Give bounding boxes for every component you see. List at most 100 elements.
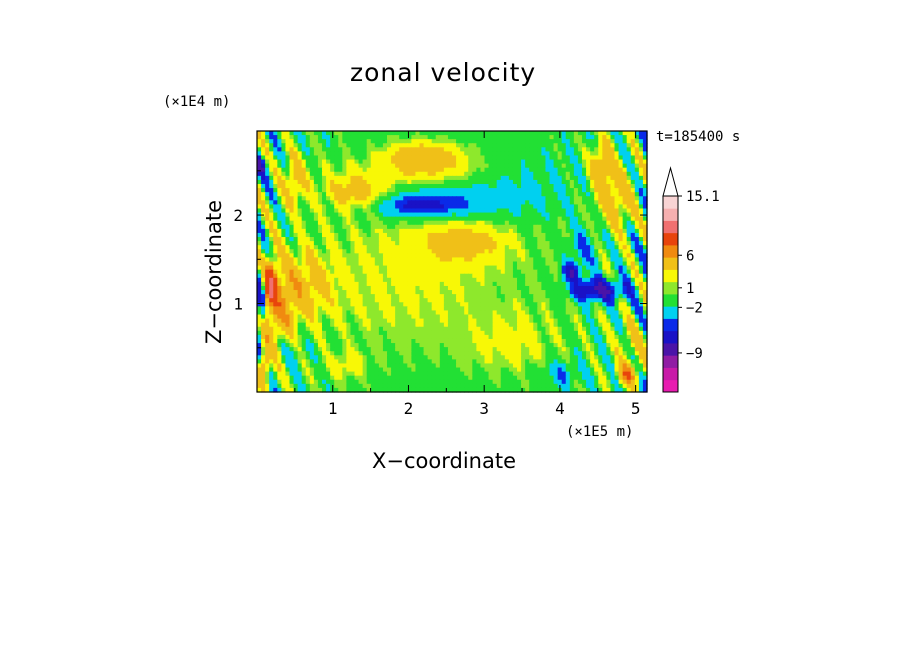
heatmap-cell [431, 131, 437, 136]
heatmap-cell [281, 285, 287, 291]
heatmap-cell [269, 310, 274, 316]
heatmap-cell [594, 310, 599, 316]
heatmap-cell [370, 249, 376, 254]
heatmap-cell [541, 269, 547, 275]
heatmap-cell [598, 269, 603, 275]
heatmap-cell [309, 322, 315, 328]
heatmap-cell [297, 216, 303, 222]
heatmap-cell [456, 290, 461, 295]
heatmap-cell [399, 192, 404, 197]
heatmap-cell [537, 277, 542, 283]
heatmap-cell [606, 139, 612, 144]
heatmap-cell [419, 326, 425, 332]
heatmap-cell [569, 147, 575, 152]
heatmap-cell [508, 269, 514, 275]
heatmap-cell [403, 269, 408, 275]
heatmap-cell [362, 322, 368, 328]
heatmap-cell [423, 338, 429, 344]
heatmap-cell [634, 171, 640, 177]
heatmap-cell [317, 281, 323, 287]
heatmap-cell [500, 163, 506, 169]
heatmap-cell [443, 200, 449, 206]
heatmap-cell [553, 188, 559, 193]
heatmap-cell [561, 265, 567, 271]
heatmap-cell [476, 285, 482, 291]
heatmap-cell [447, 261, 453, 267]
heatmap-cell [590, 269, 595, 275]
heatmap-cell [500, 338, 506, 344]
heatmap-cell [305, 294, 311, 299]
heatmap-cell [289, 167, 295, 173]
heatmap-cell [334, 179, 339, 185]
heatmap-cell [313, 224, 319, 230]
heatmap-cell [484, 167, 490, 173]
heatmap-cell [468, 253, 473, 259]
heatmap-cell [472, 179, 477, 185]
heatmap-cell [427, 302, 433, 307]
heatmap-cell [594, 188, 599, 193]
heatmap-cell [334, 294, 339, 299]
heatmap-cell [565, 167, 571, 173]
heatmap-cell [545, 302, 551, 307]
heatmap-cell [443, 135, 449, 140]
heatmap-cell [399, 326, 404, 332]
heatmap-cell [460, 285, 465, 291]
heatmap-cell [411, 220, 417, 226]
heatmap-cell [301, 237, 307, 242]
heatmap-cell [622, 257, 628, 263]
heatmap-cell [439, 159, 445, 165]
heatmap-cell [488, 175, 494, 181]
heatmap-cell [622, 298, 628, 303]
heatmap-cell [512, 131, 518, 136]
heatmap-cell [317, 298, 323, 303]
heatmap-cell [553, 228, 559, 234]
heatmap-cell [285, 318, 291, 324]
heatmap-cell [439, 310, 445, 316]
heatmap-cell [492, 228, 498, 234]
heatmap-cell [500, 196, 506, 201]
heatmap-cell [334, 208, 339, 214]
heatmap-cell [326, 326, 331, 332]
heatmap-cell [472, 147, 477, 152]
heatmap-cell [586, 330, 591, 336]
heatmap-cell [476, 131, 482, 136]
heatmap-cell [504, 285, 510, 291]
heatmap-cell [261, 192, 266, 197]
heatmap-cell [622, 338, 628, 344]
heatmap-cell [565, 204, 571, 210]
heatmap-cell [557, 184, 563, 189]
heatmap-cell [281, 302, 287, 307]
heatmap-cell [305, 208, 311, 214]
heatmap-cell [602, 334, 607, 340]
heatmap-cell [346, 310, 352, 316]
heatmap-cell [549, 224, 555, 230]
heatmap-cell [354, 330, 360, 336]
heatmap-cell [342, 257, 347, 263]
heatmap-cell [358, 338, 364, 344]
heatmap-cell [476, 139, 482, 144]
heatmap-cell [358, 314, 364, 320]
heatmap-cell [476, 294, 482, 299]
heatmap-cell [557, 306, 563, 312]
heatmap-cell [508, 171, 514, 177]
heatmap-cell [638, 237, 644, 242]
heatmap-cell [322, 298, 327, 303]
heatmap-cell [285, 232, 291, 238]
heatmap-cell [460, 163, 465, 169]
heatmap-cell [423, 237, 429, 242]
heatmap-cell [488, 155, 494, 161]
heatmap-cell [533, 179, 538, 185]
heatmap-cell [630, 188, 636, 193]
heatmap-cell [553, 204, 559, 210]
heatmap-cell [387, 224, 392, 230]
heatmap-cell [610, 196, 616, 201]
heatmap-cell [565, 281, 571, 287]
heatmap-cell [456, 322, 461, 328]
heatmap-cell [269, 285, 274, 291]
heatmap-cell [423, 175, 429, 181]
heatmap-cell [326, 200, 331, 206]
heatmap-cell [370, 281, 376, 287]
heatmap-cell [265, 277, 270, 283]
heatmap-cell [305, 171, 311, 177]
heatmap-cell [630, 330, 636, 336]
